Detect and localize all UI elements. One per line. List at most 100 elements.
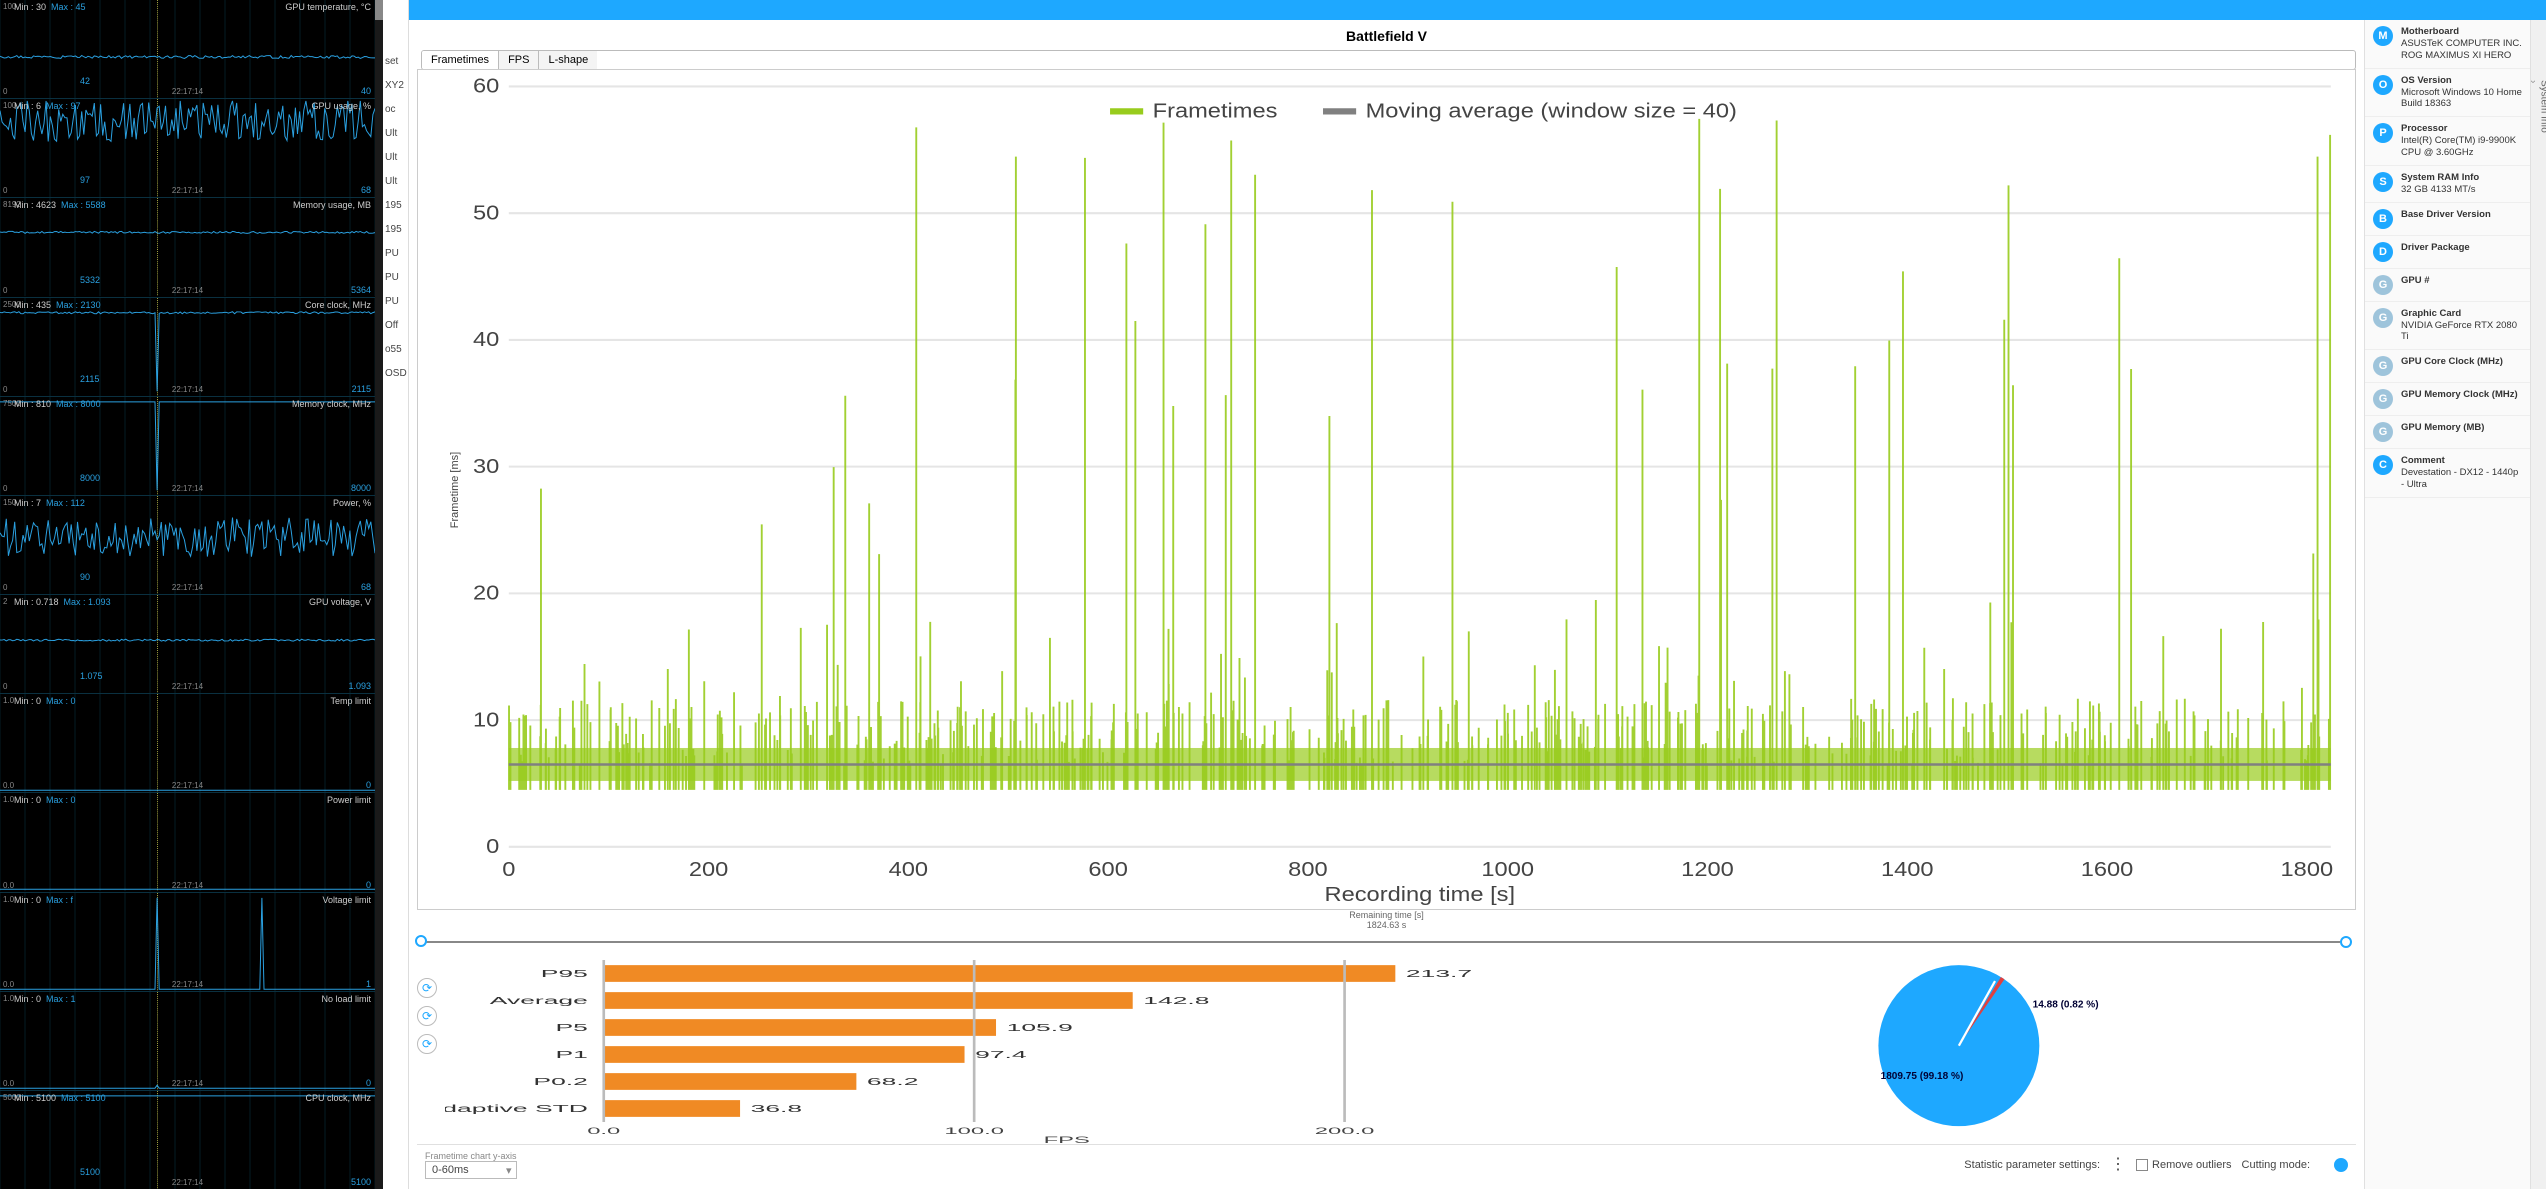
stat-settings-menu-icon[interactable]: ⋮ [2110,1160,2126,1170]
sysinfo-item[interactable]: B Base Driver Version [2365,203,2530,236]
cutting-mode-label: Cutting mode: [2242,1159,2310,1171]
stat-settings-label: Statistic parameter settings: [1964,1159,2100,1171]
svg-text:200: 200 [689,857,728,880]
svg-text:Moving average (window size =: Moving average (window size = 40) [1366,99,1737,122]
info-badge-icon: O [2373,75,2393,95]
sysinfo-item[interactable]: C CommentDevestation - DX12 - 1440p - Ul… [2365,449,2530,498]
graph-title: CPU clock, MHz [305,1093,371,1103]
sysinfo-item[interactable]: G GPU # [2365,269,2530,302]
svg-text:P0.2: P0.2 [533,1076,587,1087]
titlebar [409,0,2546,20]
osd-graph: 2 0 Min : 0.718 Max : 1.093 GPU voltage,… [0,594,375,693]
svg-text:Recording time [s]: Recording time [s] [1325,882,1516,905]
cutting-mode-toggle[interactable] [2320,1158,2348,1172]
osd-graph: 8192 0 Min : 4623 Max : 5588 Memory usag… [0,197,375,296]
graph-title: GPU usage, % [311,101,371,111]
remove-outliers-checkbox[interactable]: Remove outliers [2136,1159,2231,1171]
svg-text:1600: 1600 [2081,857,2134,880]
svg-text:40: 40 [473,327,499,350]
svg-text:200.0: 200.0 [1315,1126,1375,1136]
fps-percentiles-chart: P95213.7Average142.8P5105.9P197.4P0.268.… [445,954,1556,1144]
sysinfo-item[interactable]: G GPU Core Clock (MHz) [2365,350,2530,383]
sysinfo-item[interactable]: G GPU Memory Clock (MHz) [2365,383,2530,416]
osd-scrollbar[interactable] [375,0,383,1189]
graph-title: Power, % [333,498,371,508]
graph-title: Temp limit [330,696,371,706]
graph-title: Memory clock, MHz [292,399,371,409]
osd-graph: 1.0 0.0 Min : 0 Max : 0 Power limit 0 22… [0,792,375,891]
svg-text:20: 20 [473,581,499,604]
info-badge-icon: M [2373,26,2393,46]
footer-controls: Frametime chart y-axis 0-60ms Statistic … [417,1144,2356,1185]
tab-frametimes[interactable]: Frametimes [422,51,499,69]
refresh-pie-button[interactable]: ⟳ [417,1034,437,1054]
info-badge-icon: S [2373,172,2393,192]
svg-text:142.8: 142.8 [1143,995,1209,1006]
slider-label: Remaining time [s] [1349,910,1424,920]
svg-text:1400: 1400 [1881,857,1934,880]
graph-title: GPU temperature, °C [285,2,371,12]
info-badge-icon: G [2373,389,2393,409]
graph-title: Power limit [327,795,371,805]
svg-text:FPS: FPS [1044,1135,1090,1144]
svg-text:0: 0 [502,857,515,880]
tab-fps[interactable]: FPS [499,51,539,69]
svg-text:1200: 1200 [1681,857,1734,880]
tab-l-shape[interactable]: L-shape [539,51,597,69]
osd-graph: 5000 Min : 5100 Max : 5100 CPU clock, MH… [0,1090,375,1189]
svg-text:36.8: 36.8 [751,1103,803,1114]
svg-text:1000: 1000 [1481,857,1534,880]
svg-text:Average: Average [490,995,588,1006]
svg-text:97.4: 97.4 [975,1049,1027,1060]
osd-scroll-thumb[interactable] [375,0,383,20]
slider-thumb-right[interactable] [2340,936,2352,948]
refresh-chart-button[interactable]: ⟳ [417,1006,437,1026]
frametime-chart: Frametime [ms] 0102030405060020040060080… [417,69,2356,910]
sysinfo-item[interactable]: G Graphic CardNVIDIA GeForce RTX 2080 Ti [2365,302,2530,351]
svg-text:105.9: 105.9 [1007,1022,1073,1033]
sysinfo-item[interactable]: O OS VersionMicrosoft Windows 10 Home Bu… [2365,69,2530,118]
svg-text:1809.75 (99.18 %): 1809.75 (99.18 %) [1881,1071,1964,1082]
svg-text:0.0: 0.0 [587,1126,620,1136]
graph-title: No load limit [321,994,371,1004]
analysis-panel: Battlefield V FrametimesFPSL-shape Frame… [409,0,2546,1189]
info-badge-icon: G [2373,308,2393,328]
svg-text:P5: P5 [556,1022,588,1033]
osd-graph: 1.0 0.0 Min : 0 Max : f Voltage limit 1 … [0,892,375,991]
info-badge-icon: G [2373,422,2393,442]
chart-tabs: FrametimesFPSL-shape [421,50,2356,70]
svg-text:60: 60 [473,74,499,97]
slider-value: 1824.63 s [1367,920,1407,930]
graph-title: GPU voltage, V [309,597,371,607]
svg-text:800: 800 [1288,857,1327,880]
info-badge-icon: B [2373,209,2393,229]
sysinfo-item[interactable]: P ProcessorIntel(R) Core(TM) i9-9900K CP… [2365,117,2530,166]
graph-title: Core clock, MHz [305,300,371,310]
svg-text:1800: 1800 [2281,857,2334,880]
system-info-tab[interactable]: › System Info [2530,20,2546,1189]
osd-graph: 100 0 Min : 30 Max : 45 GPU temperature,… [0,0,375,98]
osd-graph: 150 0 Min : 7 Max : 112 Power, % 90 68 2… [0,495,375,594]
refresh-bars-button[interactable]: ⟳ [417,978,437,998]
svg-text:14.88 (0.82 %): 14.88 (0.82 %) [2033,1000,2099,1011]
svg-text:68.2: 68.2 [867,1076,919,1087]
sysinfo-item[interactable]: M MotherboardASUSTeK COMPUTER INC. ROG M… [2365,20,2530,69]
svg-text:Adaptive STD: Adaptive STD [445,1103,588,1114]
sysinfo-item[interactable]: S System RAM Info32 GB 4133 MT/s [2365,166,2530,203]
svg-text:400: 400 [889,857,928,880]
slider-thumb-left[interactable] [415,935,427,947]
svg-text:100.0: 100.0 [944,1126,1004,1136]
info-badge-icon: D [2373,242,2393,262]
info-badge-icon: G [2373,275,2393,295]
info-badge-icon: G [2373,356,2393,376]
sysinfo-item[interactable]: G GPU Memory (MB) [2365,416,2530,449]
chevron-right-icon: › [2528,80,2539,83]
svg-text:10: 10 [473,708,499,731]
svg-text:Frametimes: Frametimes [1153,99,1278,122]
info-badge-icon: C [2373,455,2393,475]
yaxis-select[interactable]: 0-60ms [425,1161,517,1179]
time-slider[interactable] [421,936,2352,948]
sysinfo-item[interactable]: D Driver Package [2365,236,2530,269]
osd-graph: 1.0 0.0 Min : 0 Max : 1 No load limit 0 … [0,991,375,1090]
graph-title: Memory usage, MB [293,200,371,210]
